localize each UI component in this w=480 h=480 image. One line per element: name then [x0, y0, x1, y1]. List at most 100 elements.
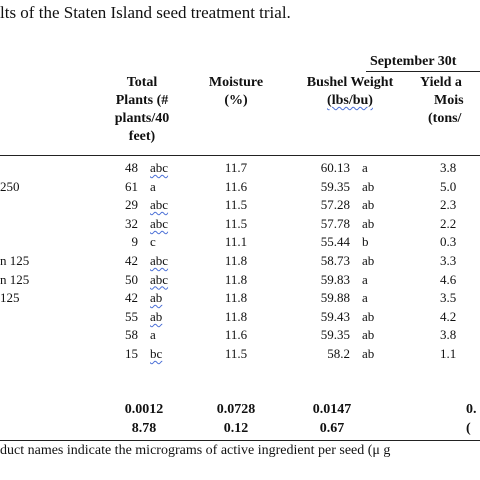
summary-row: 8.78 0.12 0.67 (: [0, 421, 480, 439]
section-header-rule: [366, 71, 480, 72]
table-row: 125 42 ab 11.8 59.88 a 3.5: [0, 290, 480, 308]
footer-rule: [0, 440, 480, 441]
cell-moisture: 11.7: [224, 160, 248, 175]
cell-bushel-weight: 59.35: [320, 178, 350, 194]
header-line: feet): [128, 129, 156, 144]
cell-total-plants: 61: [125, 178, 138, 194]
cell-bushel-group: a: [362, 160, 368, 175]
table-row: 29 abc 11.5 57.28 ab 2.3: [0, 197, 480, 215]
table-row: 15 bc 11.5 58.2 ab 1.1: [0, 346, 480, 364]
cell-moisture: 11.8: [224, 271, 248, 287]
cell-moisture: 11.8: [224, 253, 248, 268]
summary-bushel-weight: 0.0147: [312, 402, 352, 417]
cell-plants-group: abc: [150, 215, 169, 231]
cell-yield: 4.2: [440, 308, 457, 324]
cell-bushel-weight: 59.88: [320, 290, 350, 306]
cell-yield: 3.8: [440, 327, 457, 343]
cell-plants-group: abc: [150, 271, 169, 287]
cell-yield: 4.6: [440, 271, 457, 287]
cell-total-plants: 48: [125, 160, 138, 175]
cell-moisture: 11.5: [224, 215, 248, 231]
cell-bushel-weight: 57.78: [320, 215, 350, 231]
cell-yield: 2.3: [440, 197, 457, 213]
cell-bushel-group: ab: [362, 197, 375, 213]
header-line: Moisture: [208, 75, 264, 90]
table-row: 9 c 11.1 55.44 b 0.3: [0, 234, 480, 252]
cell-plants-group: bc: [150, 346, 163, 361]
header-yield: Yield a Mois (tons/: [420, 74, 480, 128]
table-row: 250 61 a 11.6 59.35 ab 5.0: [0, 179, 480, 197]
row-label: n 125: [0, 253, 30, 268]
summary-moisture: 0.12: [223, 421, 249, 436]
cell-bushel-weight: 58.2: [327, 346, 350, 361]
header-moisture: Moisture (%): [196, 74, 276, 110]
summary-yield: (: [466, 421, 471, 436]
cell-bushel-group: ab: [362, 346, 375, 361]
header-line: Yield a: [420, 75, 462, 90]
summary-bushel-weight: 0.67: [319, 421, 345, 436]
header-line: Mois: [434, 93, 464, 108]
table-row: 58 a 11.6 59.35 ab 3.8: [0, 327, 480, 345]
summary-total-plants: 8.78: [131, 421, 157, 436]
cell-bushel-group: ab: [362, 178, 375, 194]
cell-yield: 0.3: [440, 234, 457, 250]
row-label: 125: [0, 290, 20, 306]
cell-bushel-weight: 57.28: [320, 197, 350, 213]
cell-moisture: 11.6: [224, 327, 248, 343]
cell-plants-group: abc: [150, 197, 169, 213]
cell-total-plants: 9: [131, 234, 139, 250]
header-line: (lbs/bu): [327, 93, 373, 108]
cell-yield: 2.2: [440, 215, 457, 231]
footnote: duct names indicate the micrograms of ac…: [0, 443, 391, 458]
cell-moisture: 11.5: [224, 346, 248, 361]
cell-bushel-group: ab: [362, 327, 375, 343]
table-row: n 125 50 abc 11.8 59.83 a 4.6: [0, 272, 480, 290]
table-caption: lts of the Staten Island seed treatment …: [0, 3, 291, 22]
header-line: Bushel Weight: [306, 75, 394, 90]
cell-plants-group: a: [150, 327, 156, 343]
header-total-plants: Total Plants (# plants/40 feet): [103, 74, 181, 146]
cell-bushel-group: b: [362, 234, 369, 250]
row-label: n 125: [0, 271, 30, 287]
table-row: 32 abc 11.5 57.78 ab 2.2: [0, 216, 480, 234]
cell-total-plants: 42: [125, 290, 138, 306]
cell-yield: 3.3: [440, 253, 457, 268]
cell-plants-group: c: [150, 234, 156, 250]
cell-total-plants: 58: [125, 327, 138, 343]
summary-total-plants: 0.0012: [124, 402, 164, 417]
cell-bushel-group: a: [362, 271, 368, 287]
cell-plants-group: ab: [150, 290, 163, 306]
cell-yield: 3.5: [440, 290, 457, 306]
cell-moisture: 11.6: [224, 178, 248, 194]
cell-bushel-group: ab: [362, 308, 375, 324]
cell-bushel-weight: 59.83: [320, 271, 350, 287]
cell-moisture: 11.5: [224, 197, 248, 213]
header-line: (%): [224, 93, 248, 108]
cell-bushel-weight: 58.73: [320, 253, 350, 268]
cell-moisture: 11.8: [224, 308, 248, 324]
cell-moisture: 11.8: [224, 290, 248, 306]
table-row: 55 ab 11.8 59.43 ab 4.2: [0, 309, 480, 327]
cell-bushel-group: a: [362, 290, 368, 306]
cell-plants-group: abc: [150, 253, 169, 268]
summary-row: 0.0012 0.0728 0.0147 0.: [0, 402, 480, 420]
cell-plants-group: ab: [150, 308, 163, 324]
cell-bushel-group: ab: [362, 215, 375, 231]
cell-total-plants: 50: [125, 271, 138, 287]
summary-moisture: 0.0728: [216, 402, 256, 417]
cell-bushel-group: ab: [362, 253, 375, 268]
cell-total-plants: 42: [125, 253, 138, 268]
header-line: (tons/: [428, 111, 462, 126]
cell-total-plants: 32: [125, 215, 138, 231]
header-rule: [0, 155, 480, 156]
table-row: n 125 42 abc 11.8 58.73 ab 3.3: [0, 253, 480, 271]
cell-bushel-weight: 55.44: [320, 234, 350, 250]
date-section-header: September 30t: [370, 54, 457, 69]
cell-yield: 3.8: [440, 160, 457, 175]
header-bushel-weight: Bushel Weight (lbs/bu): [288, 74, 412, 110]
summary-yield: 0.: [466, 402, 477, 417]
cell-bushel-weight: 59.43: [320, 308, 350, 324]
cell-yield: 5.0: [440, 178, 457, 194]
cell-plants-group: a: [150, 178, 156, 194]
header-line: plants/40: [114, 111, 170, 126]
